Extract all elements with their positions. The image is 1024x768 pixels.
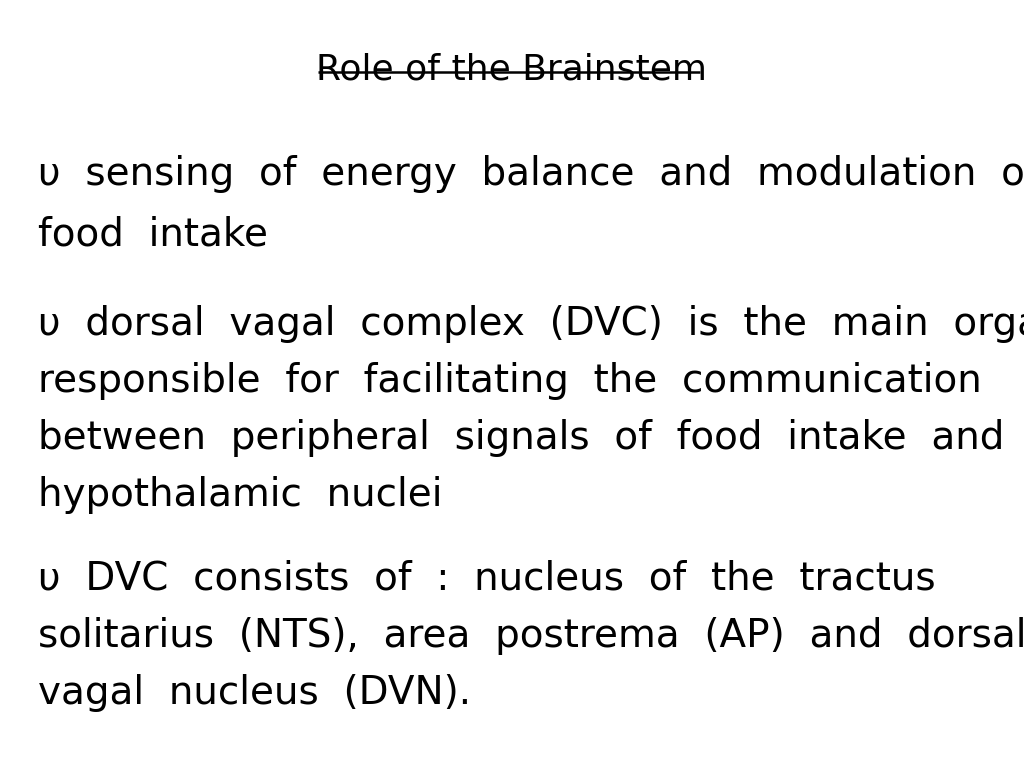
Text: vagal  nucleus  (DVN).: vagal nucleus (DVN). xyxy=(38,674,471,712)
Text: responsible  for  facilitating  the  communication: responsible for facilitating the communi… xyxy=(38,362,982,400)
Text: food  intake: food intake xyxy=(38,215,268,253)
Text: υ  dorsal  vagal  complex  (DVC)  is  the  main  organ: υ dorsal vagal complex (DVC) is the main… xyxy=(38,305,1024,343)
Text: solitarius  (NTS),  area  postrema  (AP)  and  dorsal: solitarius (NTS), area postrema (AP) and… xyxy=(38,617,1024,655)
Text: υ  DVC  consists  of  :  nucleus  of  the  tractus: υ DVC consists of : nucleus of the tract… xyxy=(38,560,936,598)
Text: between  peripheral  signals  of  food  intake  and: between peripheral signals of food intak… xyxy=(38,419,1005,457)
Text: Role of the Brainstem: Role of the Brainstem xyxy=(316,52,708,86)
Text: hypothalamic  nuclei: hypothalamic nuclei xyxy=(38,476,442,514)
Text: υ  sensing  of  energy  balance  and  modulation  of: υ sensing of energy balance and modulati… xyxy=(38,155,1024,193)
